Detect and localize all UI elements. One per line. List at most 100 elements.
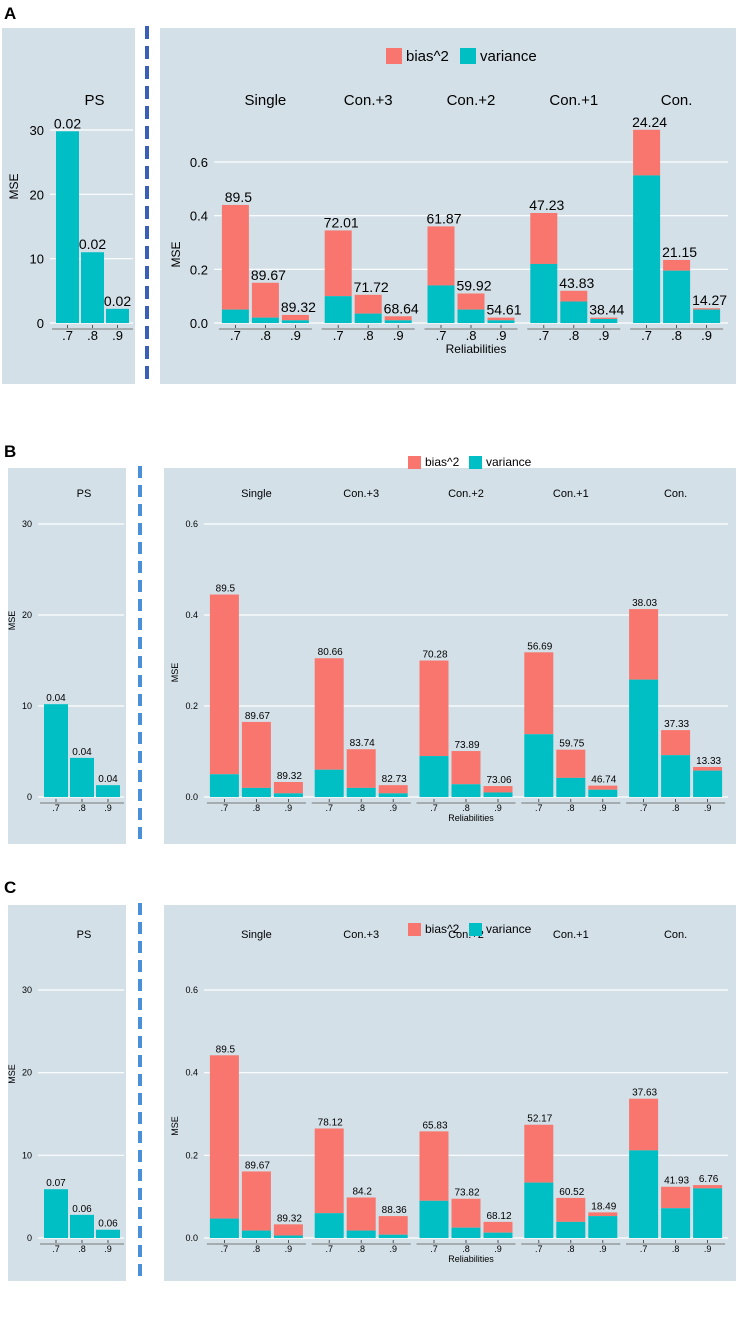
bias-bar-a — [530, 212, 558, 264]
variance-bar-a — [354, 313, 382, 323]
bias-bar-b — [314, 658, 344, 770]
xtick-a: .9 — [393, 328, 404, 343]
bar-label-a: 59.92 — [456, 277, 491, 293]
bar-label-b: 89.32 — [277, 771, 302, 782]
legend-bias-swatch-c — [408, 923, 421, 936]
xtick-b: .7 — [430, 803, 438, 813]
ps-ylabel-c: MSE — [7, 1064, 17, 1084]
bar-label-b: 73.06 — [486, 775, 511, 786]
bar-label-a: 68.64 — [384, 300, 419, 316]
group-title-c: Con. — [664, 929, 687, 941]
group-title-c: Con.+3 — [343, 929, 379, 941]
xtick-c: .7 — [221, 1244, 229, 1254]
variance-bar-b — [588, 789, 618, 797]
bias-bar-c — [241, 1171, 271, 1231]
main-ytick-a: 0.6 — [190, 155, 208, 170]
main-ylabel-c: MSE — [170, 1116, 180, 1136]
xtick-a: .8 — [568, 328, 579, 343]
ps-title-b: PS — [77, 488, 92, 500]
variance-bar-a — [487, 320, 515, 323]
xtick-b: .8 — [567, 803, 575, 813]
variance-bar-b — [209, 774, 239, 797]
main-ytick-b: 0.0 — [185, 792, 198, 802]
group-title-a: Con. — [661, 92, 693, 109]
legend-variance-label-b: variance — [486, 455, 532, 469]
xtick-c: .8 — [672, 1244, 680, 1254]
bar-label-c: 88.36 — [382, 1205, 407, 1216]
variance-bar-b — [378, 793, 408, 797]
xtick-b: .7 — [221, 803, 229, 813]
xtick-c: .8 — [357, 1244, 365, 1254]
bar-label-c: 18.49 — [591, 1201, 616, 1212]
ps-bar-a — [106, 308, 129, 323]
ps-bar-c — [96, 1229, 120, 1238]
legend-variance-swatch-b — [469, 456, 482, 469]
xtick-c: .9 — [704, 1244, 712, 1254]
xtick-c: .8 — [253, 1244, 261, 1254]
legend-bias-label-c: bias^2 — [425, 922, 460, 936]
bias-bar-b — [273, 781, 303, 794]
legend-bias-label-a: bias^2 — [406, 48, 449, 65]
main-ylabel-b: MSE — [170, 663, 180, 683]
legend-bias-swatch-b — [408, 456, 421, 469]
bar-label-b: 70.28 — [422, 650, 447, 661]
variance-bar-b — [346, 787, 376, 797]
xtick-b: .9 — [389, 803, 397, 813]
bias-bar-b — [241, 721, 271, 788]
bar-label-c: 84.2 — [352, 1186, 372, 1197]
ps-ytick-c: 0 — [27, 1233, 32, 1243]
main-ytick-c: 0.2 — [185, 1150, 198, 1160]
bias-bar-b — [588, 785, 618, 790]
variance-bar-c — [556, 1221, 586, 1238]
xtick-b: .8 — [672, 803, 680, 813]
variance-bar-c — [419, 1200, 449, 1238]
xtick-b: .9 — [599, 803, 607, 813]
ps-xtick-b: .9 — [104, 803, 112, 813]
bar-label-b: 59.75 — [559, 739, 584, 750]
ps-ytick-b: 20 — [22, 610, 32, 620]
bar-label-c: 41.93 — [664, 1176, 689, 1187]
ps-bar-label-a: 0.02 — [104, 293, 131, 309]
bias-bar-a — [251, 282, 279, 318]
xtick-c: .9 — [389, 1244, 397, 1254]
ps-xtick-c: .9 — [104, 1244, 112, 1254]
xtick-a: .7 — [538, 328, 549, 343]
variance-bar-a — [590, 318, 618, 323]
bar-label-b: 83.74 — [350, 738, 375, 749]
bar-label-c: 65.83 — [422, 1120, 447, 1131]
bias-bar-a — [384, 316, 412, 321]
variance-bar-b — [241, 787, 271, 797]
bias-bar-c — [588, 1212, 618, 1217]
bias-bar-a — [633, 129, 661, 176]
xtick-a: .7 — [333, 328, 344, 343]
variance-bar-a — [530, 263, 558, 323]
group-title-b: Single — [241, 488, 272, 500]
ps-bar-b — [96, 785, 120, 797]
xtick-b: .9 — [494, 803, 502, 813]
ps-ytick-a: 10 — [30, 252, 44, 267]
xtick-c: .7 — [640, 1244, 648, 1254]
ps-ytick-b: 0 — [27, 792, 32, 802]
bar-label-c: 73.82 — [454, 1188, 479, 1199]
group-title-b: Con. — [664, 488, 687, 500]
ps-bar-label-b: 0.04 — [72, 747, 92, 758]
bar-label-b: 46.74 — [591, 775, 616, 786]
panel-label-b: B — [4, 442, 17, 461]
bias-bar-a — [354, 294, 382, 314]
ps-title-c: PS — [77, 929, 92, 941]
main-ytick-c: 0.0 — [185, 1233, 198, 1243]
bias-bar-b — [419, 660, 449, 757]
xlabel-a: Reliabilities — [446, 342, 507, 356]
bias-bar-b — [524, 652, 554, 735]
variance-bar-c — [346, 1230, 376, 1238]
variance-bar-a — [384, 320, 412, 323]
xtick-a: .7 — [436, 328, 447, 343]
bar-label-c: 52.17 — [527, 1114, 552, 1125]
ps-bar-label-c: 0.06 — [72, 1204, 92, 1215]
xtick-a: .8 — [466, 328, 477, 343]
bar-label-c: 68.12 — [486, 1211, 511, 1222]
variance-bar-c — [314, 1213, 344, 1238]
xtick-b: .7 — [640, 803, 648, 813]
bias-bar-b — [483, 786, 513, 793]
xtick-a: .8 — [671, 328, 682, 343]
